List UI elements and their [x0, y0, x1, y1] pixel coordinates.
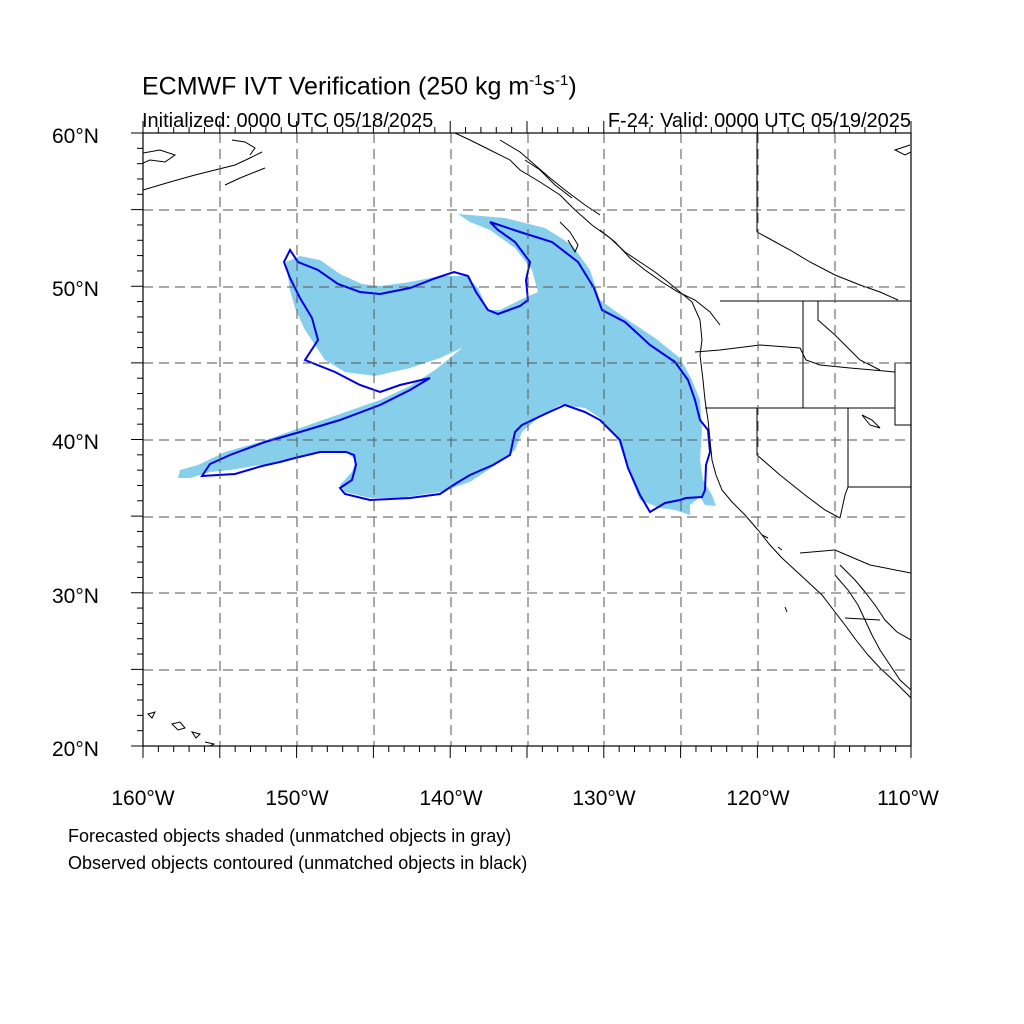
grid-lines	[143, 133, 911, 746]
lat-label-40n: 40°N	[52, 431, 99, 454]
lon-label-120w: 120°W	[726, 787, 789, 810]
coastlines	[143, 133, 911, 746]
footnote-observed: Observed objects contoured (unmatched ob…	[68, 853, 528, 873]
footnote-forecast: Forecasted objects shaded (unmatched obj…	[68, 826, 512, 846]
lat-label-50n: 50°N	[52, 278, 99, 301]
lon-label-140w: 140°W	[419, 787, 482, 810]
initialized-time: Initialized: 0000 UTC 05/18/2025	[142, 110, 434, 132]
lon-label-150w: 150°W	[265, 787, 328, 810]
lat-label-30n: 30°N	[52, 585, 99, 608]
lon-label-110w: 110°W	[877, 787, 939, 810]
lon-label-160w: 160°W	[111, 787, 174, 810]
lon-label-130w: 130°W	[572, 787, 635, 810]
observed-ivt-contour	[200, 221, 712, 514]
lat-label-60n: 60°N	[52, 125, 99, 148]
chart-title: ECMWF IVT Verification (250 kg m-1s-1)	[142, 72, 577, 101]
tick-marks	[131, 121, 912, 758]
valid-time: F-24: Valid: 0000 UTC 05/19/2025	[607, 110, 911, 132]
lat-label-20n: 20°N	[52, 738, 99, 761]
